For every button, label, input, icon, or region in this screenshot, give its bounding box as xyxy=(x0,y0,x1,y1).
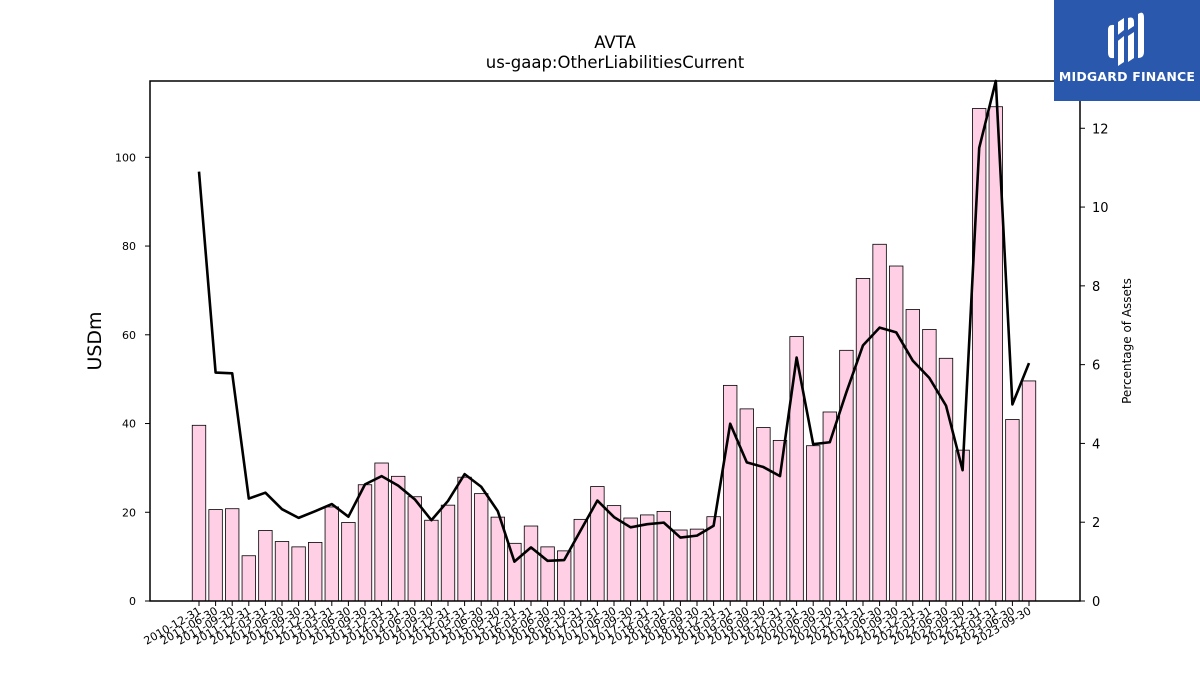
bar xyxy=(756,427,771,602)
bar xyxy=(457,476,472,602)
bar xyxy=(540,546,555,602)
bar xyxy=(1021,380,1037,602)
bar xyxy=(640,514,655,602)
y-tick-label: 40 xyxy=(122,418,136,431)
logo-text: MIDGARD FINANCE xyxy=(1058,69,1196,84)
bar xyxy=(440,504,456,602)
y2-tick-label: 6 xyxy=(1092,359,1100,374)
bar xyxy=(673,529,688,602)
series-line xyxy=(197,79,1031,563)
bar xyxy=(656,510,671,602)
chart-subtitle: us-gaap:OtherLiabilitiesCurrent xyxy=(486,53,745,72)
bar xyxy=(424,519,439,602)
bar xyxy=(407,496,422,602)
bar xyxy=(739,408,754,602)
bar xyxy=(523,525,539,602)
bar xyxy=(357,484,373,602)
y-tick-label: 60 xyxy=(122,329,136,342)
bar xyxy=(274,541,290,602)
bar xyxy=(374,462,389,602)
y2-axis-label: Percentage of Assets xyxy=(1120,278,1134,404)
chart-title-group: AVTA us-gaap:OtherLiabilitiesCurrent xyxy=(486,33,745,72)
y2-tick-label: 2 xyxy=(1092,516,1100,531)
y-tick-label: 100 xyxy=(115,151,136,164)
bar xyxy=(490,516,505,602)
line-series xyxy=(197,79,1031,563)
bar xyxy=(258,530,273,602)
y2-tick-label: 4 xyxy=(1092,437,1100,452)
bar xyxy=(225,508,240,602)
bar xyxy=(308,542,323,602)
y-tick-label: 20 xyxy=(122,506,136,519)
midgard-logo-icon xyxy=(1108,12,1144,66)
bar xyxy=(1005,419,1020,602)
bar xyxy=(855,278,871,602)
y2-tick-label: 0 xyxy=(1092,595,1100,610)
bar xyxy=(922,329,937,602)
bar xyxy=(291,546,306,602)
bar xyxy=(689,528,705,602)
y2-tick-label: 12 xyxy=(1092,122,1109,137)
brand-logo: MIDGARD FINANCE xyxy=(1054,0,1200,101)
bar xyxy=(723,384,738,602)
bar xyxy=(806,445,821,602)
y-tick-label: 80 xyxy=(122,240,136,253)
bar xyxy=(623,517,638,602)
bar xyxy=(324,506,339,602)
bar xyxy=(839,349,854,602)
bar xyxy=(474,493,489,602)
bar xyxy=(507,542,522,602)
bar xyxy=(341,522,356,602)
bar xyxy=(191,424,207,602)
bar xyxy=(938,357,954,602)
axes: 0204060801000246810122010-12-312011-06-3… xyxy=(115,80,1109,648)
bar xyxy=(208,509,223,602)
bar xyxy=(889,265,904,602)
y-tick-label: 0 xyxy=(129,595,136,608)
bar xyxy=(241,555,256,602)
y-axis-label: USDm xyxy=(84,311,106,370)
bar xyxy=(955,449,970,602)
bar xyxy=(872,243,887,602)
bar xyxy=(391,475,406,602)
y2-tick-label: 10 xyxy=(1092,201,1109,216)
chart-title: AVTA xyxy=(594,33,636,52)
y2-tick-label: 8 xyxy=(1092,280,1100,295)
bar xyxy=(972,108,987,602)
bar xyxy=(772,439,788,602)
plot-frame xyxy=(149,80,1081,602)
